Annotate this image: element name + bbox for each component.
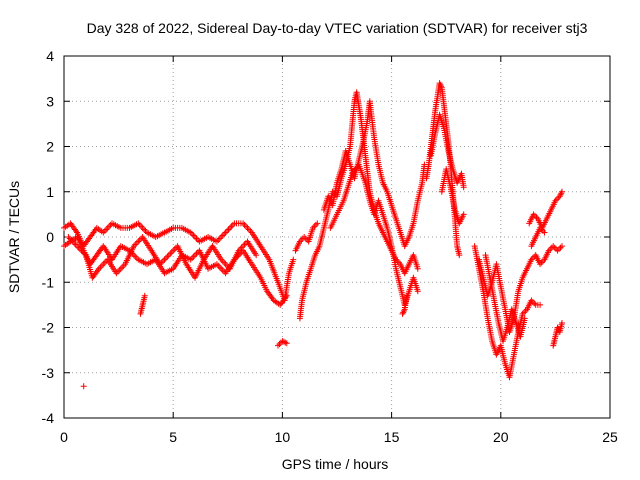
data-point [132,253,139,260]
data-point [215,237,222,243]
data-point [190,232,197,239]
data-point [556,246,562,253]
y-tick-label: -2 [42,320,55,336]
data-point [192,234,198,240]
data-point [218,234,225,240]
data-point [162,255,169,262]
data-point [559,188,565,195]
grid [64,56,610,418]
y-tick-label: 3 [46,93,54,109]
y-axis-label: SDTVAR / TECUs [6,181,22,293]
data-point [275,342,281,349]
data-point [219,232,226,239]
y-tick-label: 0 [46,229,54,245]
x-tick-label: 5 [169,429,177,445]
x-axis-label: GPS time / hours [282,456,389,472]
x-tick-label: 0 [60,429,68,445]
y-tick-label: -4 [42,410,55,426]
x-tick-label: 15 [384,429,400,445]
data-point [521,315,528,322]
data-point [193,250,200,257]
data-point [245,226,252,233]
data-point [531,300,538,307]
data-point [456,252,463,259]
data-point [241,221,248,228]
data-point [133,240,140,246]
data-point [141,226,148,233]
data-point [290,256,297,263]
data-point [222,229,229,236]
data-point [141,292,148,299]
data-point [171,246,178,253]
data-point [283,292,290,299]
data-point [554,247,561,254]
data-point [135,238,142,245]
data-point [229,221,236,228]
data-point [283,340,290,347]
data-point [221,259,228,266]
y-tick-label: 1 [46,184,54,200]
data-point [167,250,174,257]
data-point [80,383,87,390]
data-point [164,253,171,260]
data-point [302,235,309,242]
data-point [282,339,289,346]
data-point [218,265,225,272]
data-point [559,320,565,326]
chart-title: Day 328 of 2022, Sidereal Day-to-day VTE… [87,20,588,36]
data-point [119,264,126,271]
x-tick-label: 10 [275,429,291,445]
data-point [558,190,565,197]
data-point [165,252,172,259]
data-point [168,249,175,256]
y-tick-label: 4 [46,48,54,64]
data-point [550,243,557,250]
data-point [314,220,321,227]
data-point [225,226,232,233]
data-series [61,80,565,390]
axis-ticks: 0 5 10 15 20 25 -4 -3 -2 -1 0 1 2 3 4 [42,48,618,445]
y-tick-label: -3 [42,365,55,381]
data-point [117,265,124,272]
data-point [170,247,177,254]
y-tick-label: -1 [42,274,55,290]
data-point [224,228,231,234]
data-point [312,221,319,228]
data-point [189,255,196,262]
data-point [101,228,108,234]
y-tick-label: 2 [46,139,54,155]
data-point [401,307,407,314]
data-point [161,256,168,263]
x-tick-label: 25 [602,429,618,445]
data-point [537,301,544,308]
x-tick-label: 20 [493,429,509,445]
data-point [414,265,421,272]
data-point [414,288,421,295]
data-point [551,244,558,251]
data-point [253,252,260,259]
data-point [116,267,123,274]
data-point [541,229,548,236]
data-point [403,292,410,299]
data-point [221,231,228,237]
data-point [192,252,198,259]
data-point [460,184,467,191]
data-point [460,211,467,218]
data-point [136,221,143,228]
data-point [559,243,565,250]
data-point [557,244,564,251]
